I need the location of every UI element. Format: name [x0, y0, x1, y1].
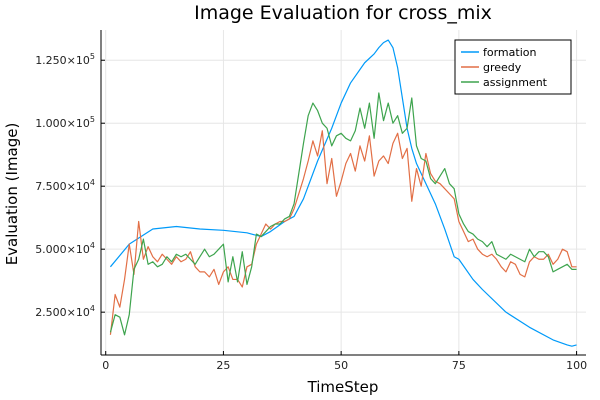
legend-label-greedy: greedy — [483, 61, 522, 74]
series-line-assignment — [109, 92, 577, 336]
series-line-greedy — [109, 130, 577, 335]
legend: formation greedy assignment — [454, 39, 572, 95]
x-tick-label: 50 — [334, 359, 348, 372]
y-tick-label: 1.250×105 — [35, 52, 95, 67]
x-tick-label: 100 — [566, 359, 587, 372]
tick-labels: 0 25 50 75 100 2.500×104 5.000×104 7.500×104 1.0… — [35, 52, 587, 372]
series-line-formation — [109, 39, 577, 347]
x-axis-title: TimeStep — [307, 378, 379, 396]
y-tick-label: 5.000×104 — [35, 241, 95, 256]
y-tick-label: 1.000×105 — [35, 115, 95, 130]
x-tick-label: 0 — [102, 359, 109, 372]
y-tick-label: 7.500×104 — [35, 178, 95, 193]
y-axis-title: Evaluation (Image) — [3, 123, 21, 266]
x-tick-label: 75 — [452, 359, 466, 372]
chart-title: Image Evaluation for cross_mix — [194, 2, 492, 24]
y-tick-label: 2.500×104 — [35, 304, 95, 319]
plot-area — [109, 39, 577, 347]
axes — [100, 30, 586, 356]
legend-label-assignment: assignment — [483, 76, 548, 89]
legend-label-formation: formation — [483, 46, 536, 59]
x-tick-label: 25 — [216, 359, 230, 372]
